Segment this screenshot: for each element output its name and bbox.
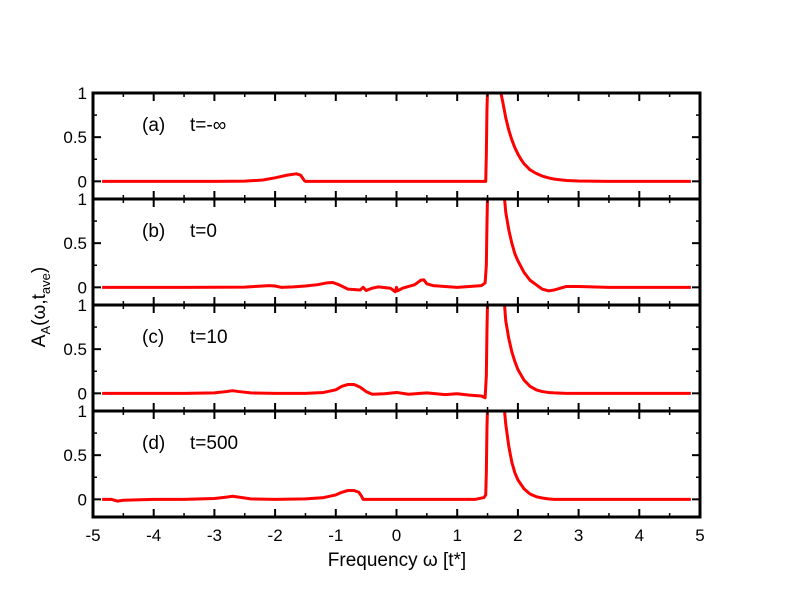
y-tick-label: 0.5 — [63, 340, 87, 359]
panel-c: 0 0.5 1 (c) t=10 — [63, 296, 702, 413]
x-tick-label: 2 — [513, 526, 522, 545]
panel-c-title: t=10 — [190, 327, 228, 348]
x-tick-label: 4 — [635, 526, 644, 545]
panel-a-series-line — [102, 93, 691, 183]
x-tick-label: 3 — [574, 526, 583, 545]
y-axis-title-sub2: ave — [38, 273, 53, 294]
panel-a-frame — [91, 91, 702, 201]
panel-c-label: (c) — [142, 327, 164, 348]
y-tick-label: 0 — [78, 278, 87, 297]
y-axis-title-paren-open: (ω,t — [29, 293, 50, 325]
y-tick-label: 0 — [78, 384, 87, 403]
x-tick-label: -2 — [268, 526, 283, 545]
x-axis-title: Frequency ω [t*] — [328, 550, 466, 571]
y-tick-label: 1 — [78, 190, 87, 209]
y-axis-title-sub1: A — [38, 326, 53, 335]
panel-b: 0 0.5 1 (b) t=0 — [63, 190, 702, 307]
x-tick-label: 1 — [452, 526, 461, 545]
x-tick-label: -5 — [85, 526, 100, 545]
panel-b-label: (b) — [142, 221, 165, 242]
panel-b-series-line — [102, 199, 691, 294]
x-tick-label: 5 — [695, 526, 704, 545]
y-tick-label: 1 — [78, 296, 87, 315]
panel-d-title: t=500 — [190, 433, 238, 454]
y-tick-label: 0.5 — [63, 128, 87, 147]
x-tick-label: 0 — [392, 526, 401, 545]
panel-a: 0 0.5 1 (a) t=-∞ — [63, 84, 702, 201]
panel-d-frame — [91, 409, 702, 519]
panels: 0 0.5 1 (a) t=-∞ 0 0.5 1 (b) t=0 0 0.5 1 (c) t=10 0 0.5 1… — [63, 84, 702, 519]
y-axis-title: AA(ω,tave) — [29, 267, 53, 347]
y-tick-label: 0.5 — [63, 234, 87, 253]
x-tick-label: -3 — [207, 526, 222, 545]
panel-d-label: (d) — [142, 433, 165, 454]
panel-d-series-line — [102, 411, 691, 503]
panel-a-label: (a) — [142, 115, 165, 136]
panel-a-title: t=-∞ — [190, 115, 226, 136]
y-axis-title-main: A — [29, 334, 50, 347]
y-tick-label: 0 — [78, 490, 87, 509]
x-tick-label: -1 — [328, 526, 343, 545]
y-tick-label: 1 — [78, 402, 87, 421]
y-tick-label: 1 — [78, 84, 87, 103]
y-tick-label: 0 — [78, 172, 87, 191]
panel-c-series-line — [102, 305, 691, 400]
x-axis: -5 -4 -3 -2 -1 0 1 2 3 4 5 — [85, 526, 704, 545]
panel-d: 0 0.5 1 (d) t=500 — [63, 402, 702, 519]
y-axis-title-paren-close: ) — [29, 267, 50, 273]
panel-b-title: t=0 — [190, 221, 217, 242]
panel-c-frame — [91, 303, 702, 413]
x-tick-label: -4 — [146, 526, 161, 545]
y-tick-label: 0.5 — [63, 446, 87, 465]
